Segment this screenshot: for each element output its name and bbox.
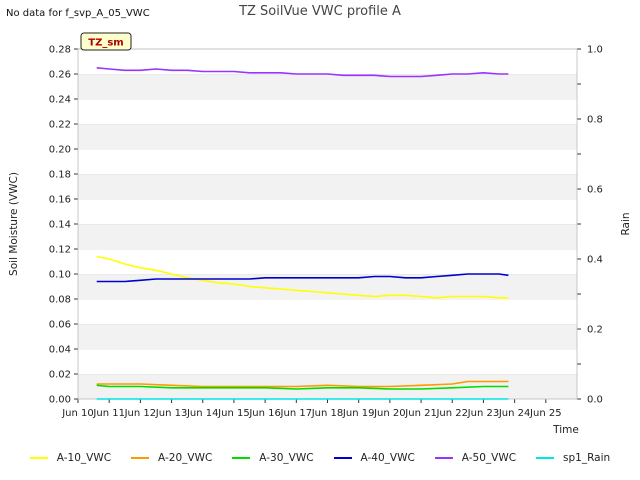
grid-band xyxy=(78,74,577,99)
grid-band xyxy=(78,199,577,224)
y-tick-label: 0.22 xyxy=(49,120,71,131)
x-tick-label: Jun 24 xyxy=(498,408,531,419)
y2-tick-label: 0.0 xyxy=(587,395,603,406)
y-tick-label: 0.00 xyxy=(49,395,71,406)
legend-item: A-10_VWC xyxy=(29,452,112,464)
y-tick-label: 0.16 xyxy=(49,195,71,206)
y-tick-label: 0.06 xyxy=(49,320,71,331)
x-tick-label: Jun 19 xyxy=(342,408,375,419)
x-tick-label: Jun 20 xyxy=(373,408,406,419)
legend-swatch xyxy=(29,457,48,459)
grid-band xyxy=(78,174,577,199)
y2-tick-label: 0.8 xyxy=(587,115,603,126)
legend-swatch xyxy=(232,457,251,459)
x-tick-label: Jun 25 xyxy=(529,408,562,419)
y-tick-label: 0.18 xyxy=(49,170,71,181)
x-tick-label: Jun 17 xyxy=(280,408,313,419)
x-tick-label: Jun 11 xyxy=(92,408,125,419)
legend-item: sp1_Rain xyxy=(536,452,610,464)
y2-tick-label: 1.0 xyxy=(587,45,603,56)
no-data-note: No data for f_svp_A_05_VWC xyxy=(6,8,150,19)
x-tick-label: Jun 14 xyxy=(186,408,219,419)
chart-badge: TZ_sm xyxy=(80,32,132,51)
background-bands xyxy=(78,48,577,399)
y2-tick-label: 0.2 xyxy=(587,325,603,336)
y-axis-label: Soil Moisture (VWC) xyxy=(8,172,20,276)
y-tick-label: 0.26 xyxy=(49,70,71,81)
y2-axis-label: Rain xyxy=(620,212,632,235)
x-tick-label: Jun 18 xyxy=(311,408,344,419)
x-tick-label: Jun 22 xyxy=(435,408,468,419)
y-tick-label: 0.02 xyxy=(49,370,71,381)
series-line-A-30_VWC xyxy=(96,384,509,390)
y2-tick-label: 0.6 xyxy=(587,185,603,196)
series-line-A-20_VWC xyxy=(96,380,509,388)
grid-band xyxy=(78,149,577,174)
chart-title: TZ SoilVue VWC profile A xyxy=(239,4,401,19)
y-tick-label: 0.20 xyxy=(49,145,71,156)
series-line-A-40_VWC xyxy=(96,273,509,283)
legend-label: A-40_VWC xyxy=(360,452,415,464)
legend-swatch xyxy=(536,457,555,459)
x-tick-label: Jun 10 xyxy=(61,408,94,419)
y-tick-label: 0.24 xyxy=(49,95,71,106)
legend-label: A-50_VWC xyxy=(461,452,517,464)
legend-label: A-10_VWC xyxy=(56,452,112,464)
legend-item: A-30_VWC xyxy=(232,452,314,464)
legend: A-10_VWC A-20_VWC A-30_VWC A-40_VWC A-50_VWC… xyxy=(0,452,640,464)
grid-band xyxy=(78,49,577,74)
y-tick-label: 0.14 xyxy=(49,220,71,231)
x-axis-label: Time xyxy=(552,424,579,436)
legend-swatch xyxy=(333,457,352,459)
y-tick-label: 0.04 xyxy=(49,345,71,356)
grid-band xyxy=(78,324,577,349)
x-tick-label: Jun 13 xyxy=(155,408,188,419)
y-tick-label: 0.12 xyxy=(49,245,71,256)
series-line-A-10_VWC xyxy=(96,255,509,299)
legend-swatch xyxy=(131,457,150,459)
x-tick-label: Jun 23 xyxy=(467,408,500,419)
x-tick-label: Jun 21 xyxy=(404,408,437,419)
y-tick-label: 0.28 xyxy=(49,45,71,56)
grid-band xyxy=(78,224,577,249)
badge-box xyxy=(80,32,132,51)
badge-label: TZ_sm xyxy=(88,38,123,49)
y2-tick-label: 0.4 xyxy=(587,255,603,266)
grid-band xyxy=(78,299,577,324)
x-tick-label: Jun 12 xyxy=(124,408,157,419)
legend-swatch xyxy=(434,457,453,459)
legend-item: A-20_VWC xyxy=(131,452,212,464)
legend-label: sp1_Rain xyxy=(563,452,611,464)
x-tick-label: Jun 16 xyxy=(248,408,281,419)
legend-item: A-50_VWC xyxy=(434,452,517,464)
grid-band xyxy=(78,349,577,374)
grid-band xyxy=(78,124,577,149)
legend-item: A-40_VWC xyxy=(333,452,415,464)
series-lines xyxy=(96,67,509,400)
legend-label: A-20_VWC xyxy=(158,452,213,464)
y-tick-label: 0.08 xyxy=(49,295,71,306)
grid-band xyxy=(78,249,577,274)
series-line-A-50_VWC xyxy=(96,67,509,78)
x-tick-label: Jun 15 xyxy=(217,408,250,419)
grid-band xyxy=(78,99,577,124)
axes: 0.00 0.02 0.04 0.06 0.08 0.10 0.12 0.14 0.16 0.18… xyxy=(8,45,632,437)
legend-label: A-30_VWC xyxy=(259,452,314,464)
y-tick-label: 0.10 xyxy=(49,270,71,281)
